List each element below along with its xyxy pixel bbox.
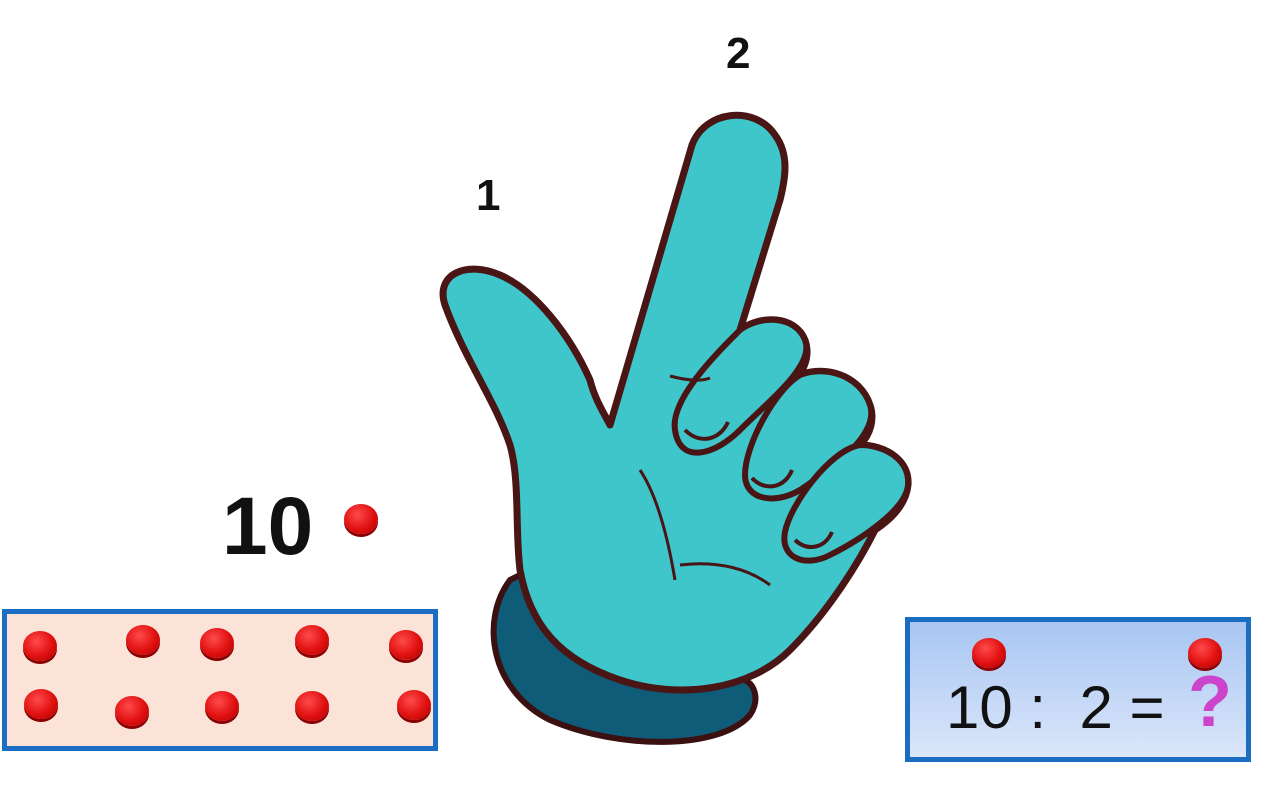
- counter: [389, 630, 423, 660]
- group-counter-icon: [972, 638, 1006, 668]
- unknown-answer: ?: [1188, 662, 1232, 742]
- finger-label-one: 1: [476, 171, 501, 220]
- division-equation: 10 : 2 =: [946, 678, 1165, 738]
- hand-two-fingers-icon: [439, 111, 912, 745]
- counter-icon: [344, 504, 378, 534]
- counter: [200, 628, 234, 658]
- counter: [205, 691, 239, 721]
- counter: [24, 689, 58, 719]
- equals-sign: =: [1129, 674, 1165, 741]
- counter: [397, 690, 431, 720]
- counter: [126, 625, 160, 655]
- finger-label-two: 2: [726, 29, 751, 78]
- divisor: 2: [1079, 674, 1113, 741]
- counter: [115, 696, 149, 726]
- folded-finger-2: [741, 368, 875, 502]
- counter: [23, 631, 57, 661]
- total-count: 10: [222, 481, 314, 572]
- dividend: 10: [946, 674, 1013, 741]
- division-operator: :: [1029, 674, 1047, 741]
- equation-box: 10 : 2 = ?: [905, 617, 1251, 762]
- group-counter-icon: [1188, 638, 1222, 668]
- counters-tray: [2, 609, 438, 751]
- folded-finger-1: [671, 316, 810, 456]
- counter: [295, 625, 329, 655]
- folded-finger-3: [781, 441, 912, 564]
- counter: [295, 691, 329, 721]
